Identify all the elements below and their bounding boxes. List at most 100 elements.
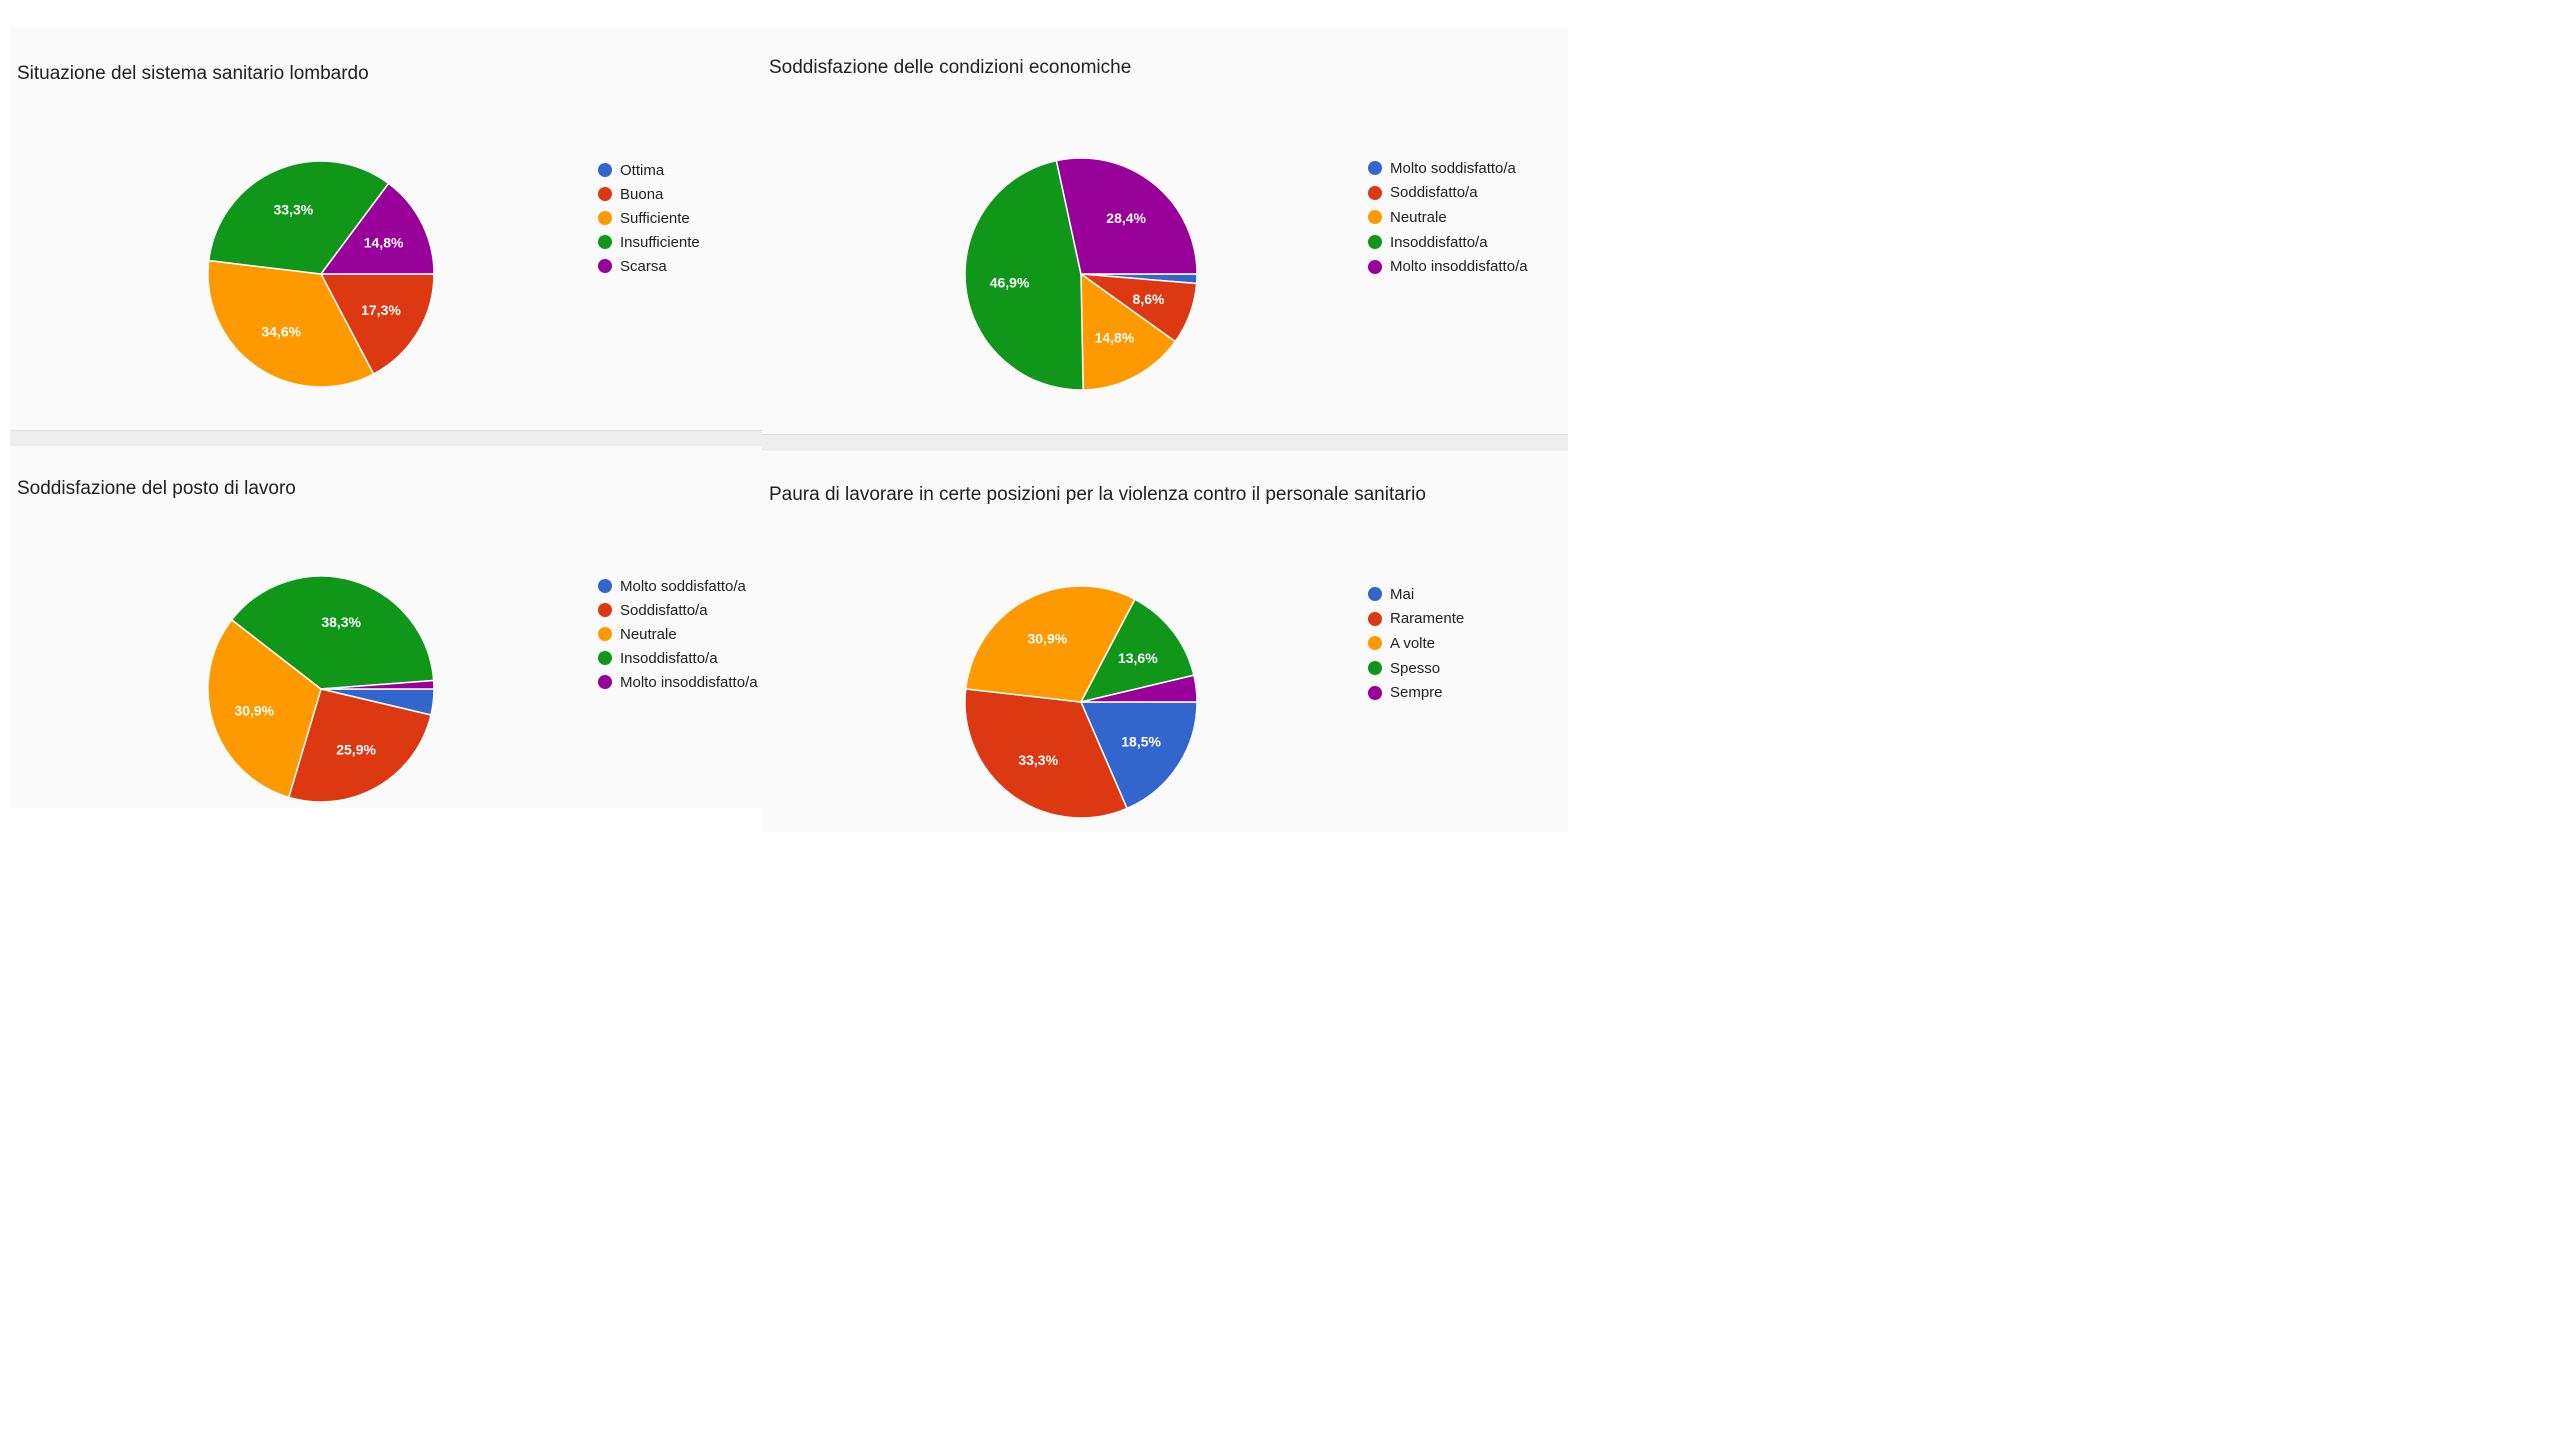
legend-swatch bbox=[598, 579, 612, 593]
legend-label: Spesso bbox=[1390, 659, 1441, 677]
pie-slice-sempre bbox=[1080, 674, 1198, 703]
pie-slice-neutrale bbox=[207, 618, 322, 799]
legend-label: Ottima bbox=[620, 161, 665, 179]
legend-item: Neutrale bbox=[1368, 205, 1528, 230]
slice-label: 46,9% bbox=[990, 274, 1030, 290]
chart-legend: Ottima Buona Sufficiente Insufficiente Scars… bbox=[598, 158, 700, 278]
legend-swatch bbox=[1368, 235, 1382, 250]
legend-swatch bbox=[598, 627, 612, 641]
pie-slice-insoddisfatto-a bbox=[964, 159, 1084, 391]
chart-legend: Mai Raramente A volte Spesso Sempre bbox=[1368, 582, 1464, 705]
legend-swatch bbox=[1368, 161, 1382, 176]
legend-item: Raramente bbox=[1368, 607, 1464, 632]
slice-label: 34,6% bbox=[261, 324, 301, 340]
legend-swatch bbox=[1368, 611, 1382, 626]
legend-swatch bbox=[598, 211, 612, 225]
legend-label: Molto insoddisfatto/a bbox=[620, 673, 758, 691]
slice-label: 13,6% bbox=[1118, 650, 1158, 666]
legend-label: Mai bbox=[1390, 585, 1415, 603]
legend-label: A volte bbox=[1390, 634, 1436, 652]
legend-label: Soddisfatto/a bbox=[620, 601, 708, 619]
pie-slice-sufficiente bbox=[207, 259, 375, 388]
pie-slice-raramente bbox=[964, 688, 1129, 819]
slice-label: 30,9% bbox=[234, 702, 274, 718]
legend-item: A volte bbox=[1368, 631, 1464, 656]
legend-item: Sempre bbox=[1368, 680, 1464, 705]
pie-chart: 17,3% 34,6% 33,3% 14,8% bbox=[207, 160, 435, 388]
legend-item: Molto insoddisfatto/a bbox=[1368, 254, 1528, 279]
slice-label: 33,3% bbox=[274, 202, 314, 218]
legend-label: Molto soddisfatto/a bbox=[1390, 159, 1516, 177]
legend-label: Buona bbox=[620, 185, 664, 203]
legend-label: Soddisfatto/a bbox=[1390, 184, 1478, 202]
pie-slice-buona bbox=[319, 273, 435, 376]
section-divider bbox=[10, 430, 762, 447]
legend-label: Sempre bbox=[1390, 684, 1443, 702]
legend-label: Neutrale bbox=[620, 625, 677, 643]
chart-title: Paura di lavorare in certe posizioni per… bbox=[769, 484, 1426, 505]
legend-swatch bbox=[1368, 185, 1382, 200]
slice-label: 38,3% bbox=[321, 614, 361, 630]
slice-label: 25,9% bbox=[336, 742, 376, 758]
legend-item: Molto soddisfatto/a bbox=[1368, 156, 1528, 181]
legend-label: Molto soddisfatto/a bbox=[620, 577, 746, 595]
section-divider bbox=[762, 434, 1568, 451]
pie-slice-scarsa bbox=[319, 182, 435, 275]
legend-label: Insoddisfatto/a bbox=[620, 649, 718, 667]
pie-slice-neutrale bbox=[1080, 272, 1177, 391]
legend-label: Raramente bbox=[1390, 610, 1465, 628]
legend-item: Molto insoddisfatto/a bbox=[598, 670, 758, 694]
legend-item: Neutrale bbox=[598, 622, 758, 646]
slice-label: 14,8% bbox=[1095, 330, 1135, 346]
legend-item: Insoddisfatto/a bbox=[598, 646, 758, 670]
chart-panel-2: Soddisfazione delle condizioni economich… bbox=[762, 28, 1568, 434]
pie-chart: 25,9% 30,9% 38,3% bbox=[207, 575, 435, 803]
legend-swatch bbox=[1368, 259, 1382, 274]
pie-slice-soddisfatto-a bbox=[287, 688, 432, 803]
chart-legend: Molto soddisfatto/a Soddisfatto/a Neutrale… bbox=[598, 574, 758, 694]
pie-chart: 18,5% 33,3% 30,9% 13,6% bbox=[964, 585, 1198, 819]
legend-item: Insufficiente bbox=[598, 230, 700, 254]
chart-panel-1: Situazione del sistema sanitario lombard… bbox=[10, 28, 762, 430]
pie-slice-insufficiente bbox=[207, 160, 390, 275]
slice-label: 8,6% bbox=[1133, 291, 1165, 307]
legend-swatch bbox=[1368, 636, 1382, 651]
legend-item: Insoddisfatto/a bbox=[1368, 230, 1528, 255]
legend-swatch bbox=[598, 259, 612, 273]
slice-label: 33,3% bbox=[1018, 752, 1058, 768]
legend-item: Mai bbox=[1368, 582, 1464, 607]
legend-item: Molto soddisfatto/a bbox=[598, 574, 758, 598]
legend-label: Insoddisfatto/a bbox=[1390, 233, 1488, 251]
pie-slice-spesso bbox=[1079, 598, 1195, 704]
chart-legend: Molto soddisfatto/a Soddisfatto/a Neutrale… bbox=[1368, 156, 1528, 279]
chart-panel-3: Soddisfazione del posto di lavoro 25,9% 3… bbox=[10, 446, 762, 808]
slice-label: 17,3% bbox=[361, 302, 401, 318]
legend-item: Soddisfatto/a bbox=[1368, 181, 1528, 206]
legend-swatch bbox=[1368, 587, 1382, 602]
slice-label: 14,8% bbox=[364, 235, 404, 251]
pie-slice-molto-insoddisfatto-a bbox=[320, 679, 435, 690]
legend-item: Buona bbox=[598, 182, 700, 206]
legend-label: Molto insoddisfatto/a bbox=[1390, 258, 1528, 276]
chart-title: Situazione del sistema sanitario lombard… bbox=[17, 63, 369, 84]
pie-slice-mai bbox=[1079, 701, 1198, 810]
legend-swatch bbox=[598, 187, 612, 201]
legend-swatch bbox=[1368, 210, 1382, 225]
chart-panel-4: Paura di lavorare in certe posizioni per… bbox=[762, 452, 1568, 832]
pie-chart: 8,6% 14,8% 46,9% 28,4% bbox=[964, 157, 1198, 391]
legend-label: Sufficiente bbox=[620, 209, 690, 227]
legend-swatch bbox=[598, 235, 612, 249]
legend-item: Sufficiente bbox=[598, 206, 700, 230]
pie-slice-a-volte bbox=[964, 585, 1136, 703]
legend-swatch bbox=[1368, 661, 1382, 676]
slice-label: 18,5% bbox=[1121, 733, 1161, 749]
legend-swatch bbox=[598, 163, 612, 177]
legend-label: Scarsa bbox=[620, 257, 667, 275]
legend-swatch bbox=[598, 651, 612, 665]
chart-title: Soddisfazione delle condizioni economich… bbox=[769, 57, 1132, 78]
slice-label: 28,4% bbox=[1106, 210, 1146, 226]
legend-swatch bbox=[598, 603, 612, 617]
legend-item: Ottima bbox=[598, 158, 700, 182]
legend-swatch bbox=[1368, 685, 1382, 700]
legend-swatch bbox=[598, 675, 612, 689]
